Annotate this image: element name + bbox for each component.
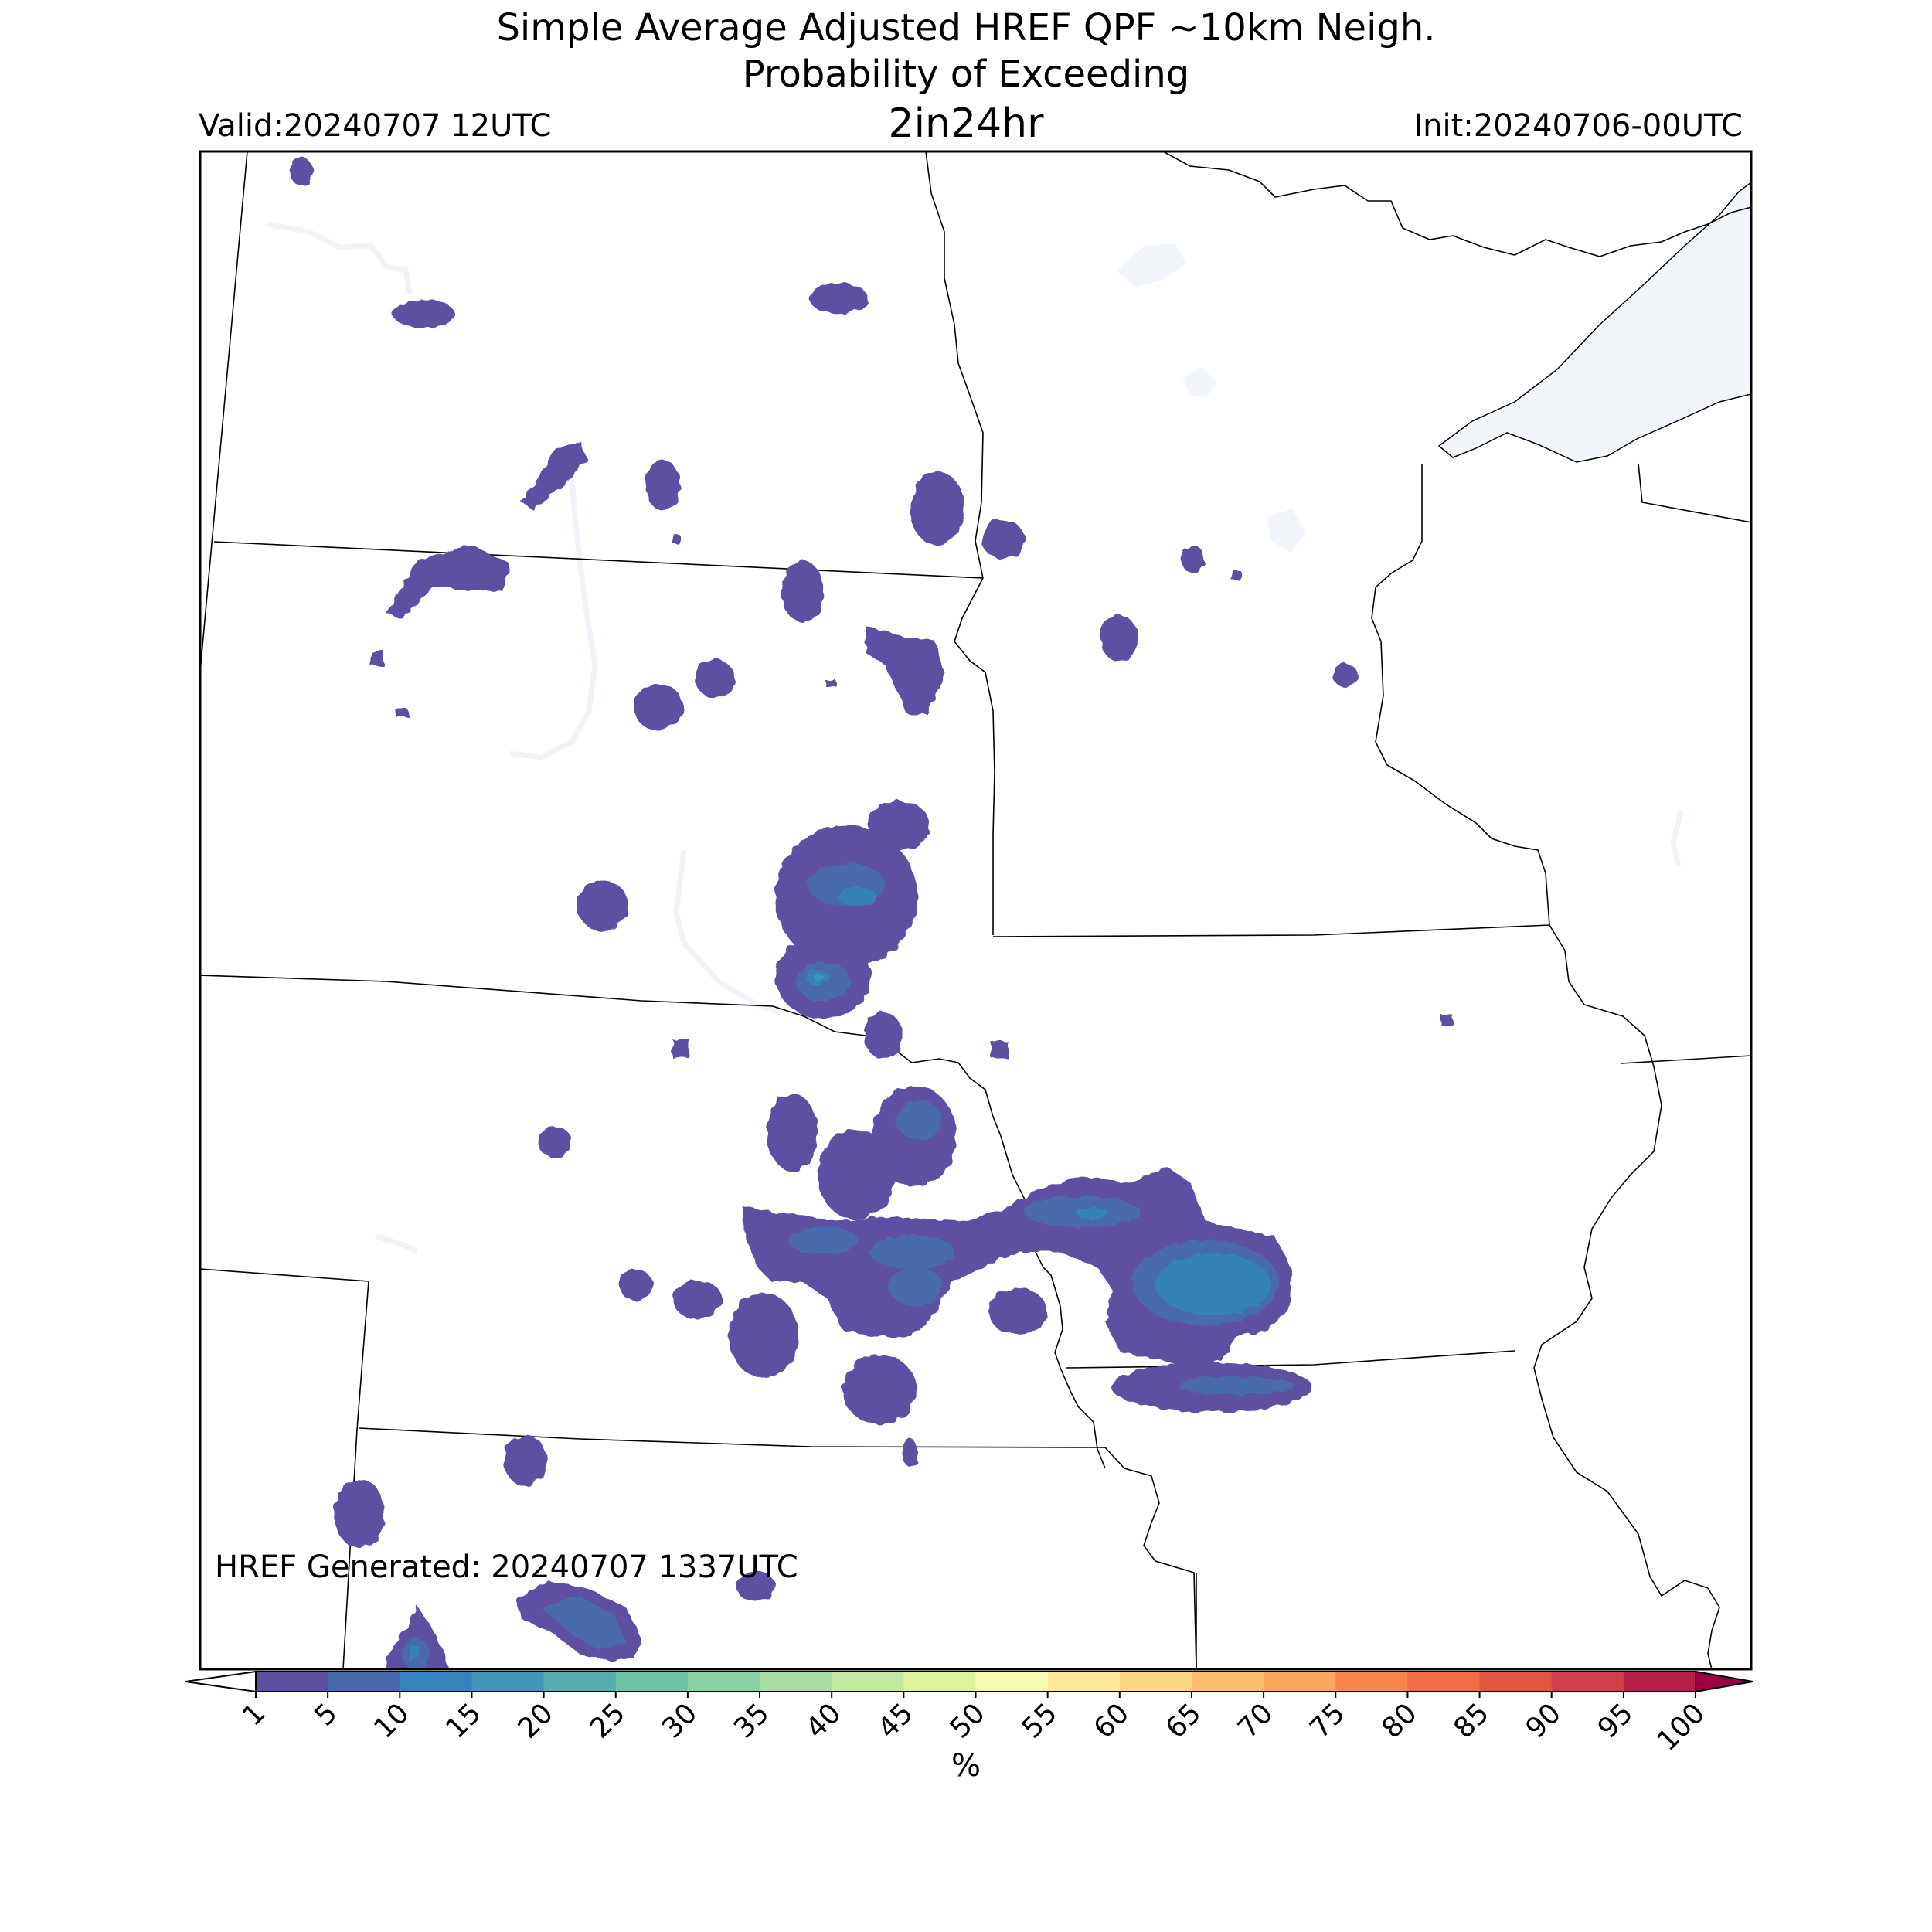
colorbar-tick-label: 40: [800, 1697, 847, 1744]
mn-canada-border: [1162, 151, 1751, 257]
colorbar-tick-label: 45: [872, 1697, 919, 1744]
mille-lacs: [1267, 509, 1306, 553]
colorbar-extend-low: [185, 1670, 257, 1693]
colorbar-tick-label: 95: [1592, 1697, 1639, 1744]
lake-superior: [1437, 182, 1751, 463]
colorbar-extend-high: [1695, 1670, 1753, 1693]
colorbar-segment: [687, 1672, 760, 1692]
ia-mo-border: [1066, 1350, 1515, 1369]
colorbar-tick-label: 15: [440, 1697, 487, 1744]
colorbar-unit-label: %: [951, 1748, 981, 1784]
colorbar-segment: [543, 1672, 617, 1692]
nd-mn-border: [925, 151, 984, 579]
title-line-1: Simple Average Adjusted HREF QPF ~10km N…: [496, 6, 1436, 49]
colorbar-segment: [400, 1672, 472, 1692]
colorbar-segment: [903, 1672, 976, 1692]
mn-wi-border: [1371, 464, 1550, 926]
leech-lake: [1182, 367, 1217, 398]
colorbar-tick-label: 65: [1160, 1697, 1207, 1744]
generated-time-annotation: HREF Generated: 20240707 1337UTC: [215, 1549, 798, 1585]
probability-field: [290, 158, 1453, 1669]
colorbar-segment: [1191, 1672, 1264, 1692]
colorbar-tick-label: 90: [1520, 1697, 1567, 1744]
rivers: [266, 221, 1684, 1255]
colorbar-tick-label: 70: [1232, 1697, 1279, 1744]
colorbar-tick-label: 55: [1016, 1697, 1063, 1744]
nd-mt-border: [200, 151, 248, 679]
colorbar-tick-label: 35: [728, 1697, 775, 1744]
wy-sd-border: [200, 1268, 369, 1669]
state-boundaries: [200, 151, 1751, 1669]
colorbar-segment: [1264, 1672, 1336, 1692]
colorbar-segment: [471, 1672, 545, 1692]
colorbar-tick-label: 75: [1304, 1697, 1351, 1744]
colorbar-tick-label: 30: [656, 1697, 703, 1744]
colorbar-segment: [1479, 1672, 1553, 1692]
ne-ks-border: [359, 1427, 1106, 1448]
colorbar-segment: [760, 1672, 832, 1692]
wi-mi-border: [1638, 463, 1751, 523]
colorbar-segment: [1335, 1672, 1408, 1692]
colorbar-tick-label: 85: [1448, 1697, 1495, 1744]
nd-sd-border: [213, 541, 984, 579]
colorbar-tick-label: 10: [368, 1697, 415, 1744]
sd-mn-border: [954, 577, 995, 935]
colorbar-segment: [615, 1672, 689, 1692]
colorbar-segment: [832, 1672, 904, 1692]
title-line-2: Probability of Exceeding: [742, 53, 1190, 96]
colorbar-segment: [975, 1672, 1049, 1692]
colorbar-tick-label: 60: [1088, 1697, 1135, 1744]
colorbar-tick-label: 20: [512, 1697, 560, 1744]
title-threshold: 2in24hr: [888, 100, 1044, 147]
colorbar-tick-label: 5: [308, 1697, 343, 1732]
init-time-label: Init:20240706-00UTC: [1413, 108, 1743, 144]
prob-10-15: [408, 887, 1271, 1660]
ks-mo-border: [1104, 1447, 1197, 1669]
colorbar-segment: [1407, 1672, 1481, 1692]
mn-ia-border: [992, 924, 1550, 937]
sd-ne-border: [200, 975, 1106, 1469]
colorbar: 1 5 10 15 20 25 30 35 40 45 50 55 60 65 70 75 80 85 90 95 10…: [185, 1670, 1753, 1757]
colorbar-segment: [1119, 1672, 1192, 1692]
map-frame: [199, 150, 1753, 1671]
prob-15-20: [815, 974, 824, 981]
colorbar-segment: [256, 1672, 328, 1692]
colorbar-tick-label: 50: [944, 1697, 991, 1744]
ia-il-border: [1533, 924, 1720, 1669]
colorbar-segment: [328, 1672, 400, 1692]
colorbar-segment: [1047, 1672, 1121, 1692]
valid-time-label: Valid:20240707 12UTC: [199, 108, 552, 144]
colorbar-tick-label: 80: [1376, 1697, 1423, 1744]
colorbar-tick-label: 25: [584, 1697, 631, 1744]
map-area: [200, 151, 1751, 1669]
colorbar-segment: [1623, 1672, 1696, 1692]
colorbar-tick-label: 1: [236, 1697, 271, 1732]
wi-il-border: [1621, 1055, 1751, 1064]
colorbar-segment: [1551, 1672, 1624, 1692]
red-lake: [1117, 243, 1186, 287]
prob-1-5: [290, 158, 1453, 1669]
